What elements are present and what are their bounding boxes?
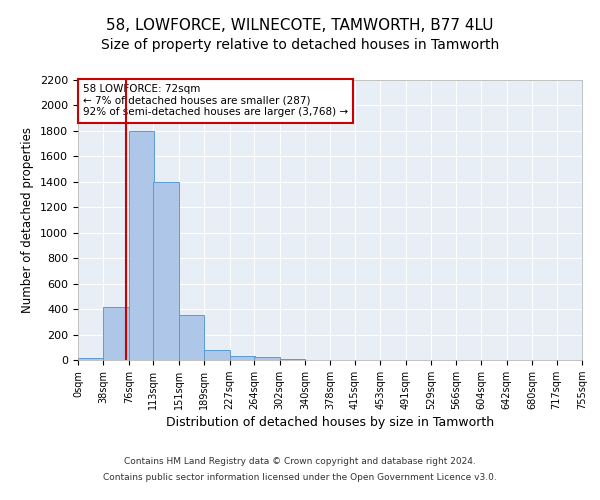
Text: Size of property relative to detached houses in Tamworth: Size of property relative to detached ho… <box>101 38 499 52</box>
Bar <box>154 182 179 360</box>
X-axis label: Distribution of detached houses by size in Tamworth: Distribution of detached houses by size … <box>166 416 494 429</box>
Y-axis label: Number of detached properties: Number of detached properties <box>22 127 34 313</box>
Text: 58, LOWFORCE, WILNECOTE, TAMWORTH, B77 4LU: 58, LOWFORCE, WILNECOTE, TAMWORTH, B77 4… <box>106 18 494 32</box>
Bar <box>179 316 204 360</box>
Text: Contains HM Land Registry data © Crown copyright and database right 2024.: Contains HM Land Registry data © Crown c… <box>124 458 476 466</box>
Bar <box>230 356 255 360</box>
Bar <box>254 358 280 360</box>
Bar <box>204 350 230 360</box>
Text: Contains public sector information licensed under the Open Government Licence v3: Contains public sector information licen… <box>103 472 497 482</box>
Bar <box>78 358 103 360</box>
Text: 58 LOWFORCE: 72sqm
← 7% of detached houses are smaller (287)
92% of semi-detache: 58 LOWFORCE: 72sqm ← 7% of detached hous… <box>83 84 348 117</box>
Bar <box>129 131 154 360</box>
Bar <box>103 306 129 360</box>
